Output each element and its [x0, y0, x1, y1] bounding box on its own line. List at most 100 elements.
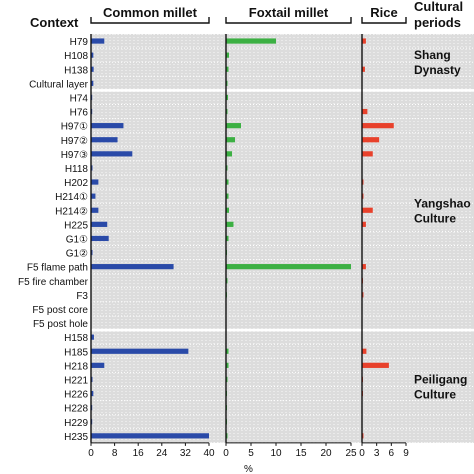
- period-label: Peiligang: [414, 373, 467, 387]
- series-bracket: [361, 17, 407, 24]
- bar: [226, 66, 229, 72]
- bar: [362, 221, 366, 227]
- bar: [362, 207, 373, 213]
- bar: [362, 362, 389, 368]
- period-label: Yangshao: [414, 196, 471, 210]
- row-label: H185: [64, 347, 88, 358]
- bar: [362, 193, 364, 199]
- series-bracket: [90, 17, 210, 24]
- x-tick-label: 20: [320, 448, 332, 459]
- bar: [91, 66, 94, 72]
- row-label: H221: [64, 375, 88, 386]
- period-label: Culture: [414, 388, 456, 402]
- bar: [362, 264, 366, 270]
- x-tick-label: 0: [88, 448, 94, 459]
- x-tick-label: 16: [133, 448, 145, 459]
- bar: [226, 179, 229, 185]
- row-label: F5 post core: [32, 305, 88, 316]
- bar: [226, 433, 228, 439]
- row-label: H229: [64, 418, 88, 429]
- row-label: H97②: [61, 136, 88, 147]
- row-label: H74: [70, 93, 89, 104]
- series-bracket: [225, 17, 352, 24]
- x-tick-label: 24: [156, 448, 168, 459]
- bar: [226, 264, 351, 270]
- row-label: H214②: [55, 206, 88, 217]
- bar: [226, 348, 229, 354]
- row-label: H202: [64, 178, 88, 189]
- bar: [91, 179, 99, 185]
- row-label: H235: [64, 432, 88, 443]
- series-title: Foxtail millet: [249, 5, 329, 20]
- period-separator: [91, 89, 474, 92]
- row-label: Cultural layer: [29, 79, 89, 90]
- bar: [226, 362, 229, 368]
- bar: [91, 249, 93, 256]
- row-label: H218: [64, 361, 88, 372]
- bar: [91, 334, 94, 340]
- bar: [362, 66, 365, 72]
- x-tick-label: 6: [389, 448, 395, 459]
- x-tick-label: 40: [203, 448, 215, 459]
- row-label: F3: [76, 291, 88, 302]
- row-header: Context: [30, 15, 79, 30]
- x-tick-label: 3: [374, 448, 380, 459]
- bar: [362, 151, 373, 157]
- x-tick-label: 32: [180, 448, 192, 459]
- row-label: H97①: [61, 122, 88, 133]
- bar: [226, 137, 235, 143]
- bar: [362, 179, 364, 185]
- period-label: Culture: [414, 211, 456, 225]
- row-label: H214①: [55, 192, 88, 203]
- bar: [91, 165, 93, 171]
- bar: [226, 108, 228, 115]
- row-label: H228: [64, 404, 88, 415]
- bar: [226, 38, 276, 44]
- bar: [226, 278, 228, 284]
- bar: [226, 376, 228, 383]
- bar: [91, 264, 174, 270]
- x-tick-label: 0: [359, 448, 365, 459]
- bar: [91, 362, 105, 368]
- bar: [362, 137, 380, 143]
- bar: [91, 390, 94, 397]
- bar: [226, 165, 228, 171]
- bar: [91, 433, 209, 439]
- bar: [91, 348, 189, 354]
- x-tick-label: 9: [403, 448, 409, 459]
- row-label: G1①: [66, 234, 88, 245]
- period-label: Dynasty: [414, 63, 461, 77]
- bar: [91, 207, 99, 213]
- period-label: Shang: [414, 48, 451, 62]
- series-title: Common millet: [103, 5, 198, 20]
- row-label: F5 fire chamber: [18, 277, 89, 288]
- series-title: Rice: [370, 5, 397, 20]
- x-tick-label: 5: [248, 448, 254, 459]
- bar: [226, 207, 229, 213]
- row-label: F5 flame path: [27, 263, 88, 274]
- period-header-line-2: periods: [414, 15, 461, 30]
- row-label: H76: [70, 108, 89, 119]
- bar: [91, 52, 94, 58]
- bar: [226, 52, 229, 58]
- row-label: H138: [64, 65, 88, 76]
- bar: [226, 151, 232, 157]
- row-label: H118: [65, 164, 89, 175]
- bar: [226, 235, 229, 242]
- bar: [91, 38, 105, 44]
- row-label: H158: [64, 333, 88, 344]
- x-tick-label: 15: [295, 448, 307, 459]
- bar: [91, 80, 94, 86]
- x-axis-label: %: [244, 464, 253, 474]
- row-label: H108: [64, 51, 88, 62]
- bar: [91, 123, 124, 129]
- row-label: H97③: [61, 150, 88, 161]
- x-tick-label: 0: [223, 448, 229, 459]
- bar: [362, 38, 366, 44]
- bar: [91, 235, 109, 242]
- row-label: G1②: [66, 249, 88, 260]
- bar: [226, 123, 241, 129]
- bar: [91, 221, 108, 227]
- row-label: H79: [70, 37, 89, 48]
